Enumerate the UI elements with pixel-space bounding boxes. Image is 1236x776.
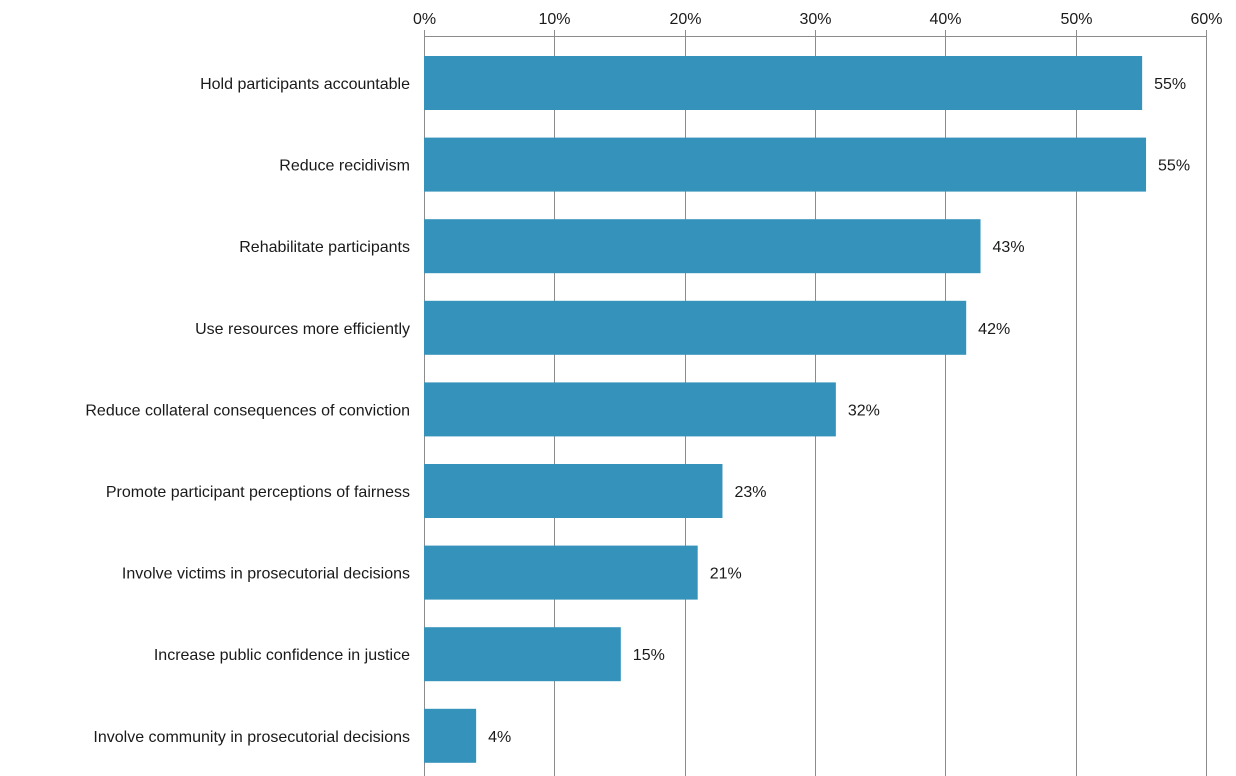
x-tick-label: 50% xyxy=(1060,11,1092,28)
data-label: 55% xyxy=(1154,76,1186,93)
x-tick-label: 60% xyxy=(1190,11,1222,28)
data-label: 42% xyxy=(978,321,1010,338)
data-label: 55% xyxy=(1158,158,1190,175)
data-label: 43% xyxy=(993,239,1025,256)
x-tick-label: 40% xyxy=(929,11,961,28)
category-label: Reduce recidivism xyxy=(279,158,410,175)
data-label: 21% xyxy=(710,566,742,583)
category-labels: Hold participants accountable Reduce reci… xyxy=(85,76,410,746)
data-label: 4% xyxy=(488,729,511,746)
data-label: 23% xyxy=(734,484,766,501)
category-label: Hold participants accountable xyxy=(200,76,410,93)
x-tick-label: 30% xyxy=(799,11,831,28)
x-tick-label: 20% xyxy=(669,11,701,28)
x-tick-label: 0% xyxy=(413,11,436,28)
category-label: Involve community in prosecutorial decis… xyxy=(93,729,410,746)
bar xyxy=(424,219,981,274)
category-label: Increase public confidence in justice xyxy=(154,647,410,664)
bar xyxy=(424,300,967,355)
category-label: Use resources more efficiently xyxy=(195,321,410,338)
bar xyxy=(424,56,1143,110)
bar xyxy=(424,137,1147,192)
data-label: 32% xyxy=(848,402,880,419)
bar xyxy=(424,545,698,600)
category-label: Involve victims in prosecutorial decisio… xyxy=(122,566,410,583)
category-label: Promote participant perceptions of fairn… xyxy=(106,484,410,501)
category-label: Reduce collateral consequences of convic… xyxy=(85,402,410,419)
bars xyxy=(424,56,1147,763)
bar xyxy=(424,708,477,763)
bar xyxy=(424,382,836,437)
data-label: 15% xyxy=(633,647,665,664)
category-label: Rehabilitate participants xyxy=(239,239,410,256)
bar xyxy=(424,627,621,682)
data-labels: 55% 55% 43% 42% 32% 23% 21% 15% 4% xyxy=(488,76,1190,746)
x-axis: 0% 10% 20% 30% 40% 50% 60% xyxy=(413,11,1223,37)
bar xyxy=(424,464,723,518)
x-tick-label: 10% xyxy=(538,11,570,28)
